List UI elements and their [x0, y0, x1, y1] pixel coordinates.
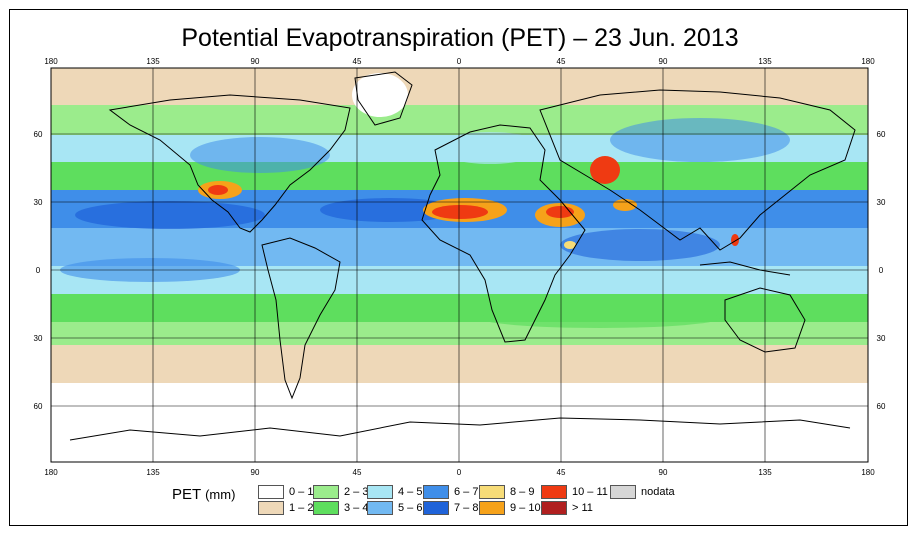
lon-tick-bottom: 135	[758, 468, 772, 477]
legend-label: nodata	[641, 486, 675, 498]
legend-title: PET (mm)	[172, 486, 235, 503]
legend-swatch	[541, 501, 567, 515]
legend-label: 8 – 9	[510, 486, 535, 498]
legend-label: 2 – 3	[344, 486, 369, 498]
lon-tick-bottom: 90	[251, 468, 260, 477]
coast-south-america	[261, 237, 341, 400]
coast-antarctica	[69, 417, 851, 441]
lat-tick-right: 30	[877, 334, 886, 343]
band-south-mid	[51, 322, 868, 347]
lat-tick-left: 0	[36, 266, 41, 275]
legend-swatch	[479, 501, 505, 515]
lon-tick-bottom: 90	[659, 468, 668, 477]
legend-swatch	[258, 501, 284, 515]
lon-tick-top: 45	[557, 57, 566, 66]
hotspot-india	[731, 234, 739, 246]
hotspot-horn	[564, 241, 576, 249]
lat-tick-left: 60	[34, 402, 43, 411]
patch-siberia	[610, 118, 790, 162]
lon-tick-bottom: 180	[861, 468, 875, 477]
legend-swatch	[423, 501, 449, 515]
lon-tick-top: 135	[758, 57, 772, 66]
legend-label: 4 – 5	[398, 486, 423, 498]
lon-tick-top: 135	[146, 57, 160, 66]
legend-label: 3 – 4	[344, 502, 369, 514]
lat-tick-left: 30	[34, 198, 43, 207]
patch-canada	[190, 137, 330, 173]
legend-swatch	[541, 485, 567, 499]
lat-tick-right: 60	[877, 130, 886, 139]
map-border	[50, 67, 869, 463]
lon-tick-bottom: 0	[457, 468, 462, 477]
lon-tick-top: 90	[251, 57, 260, 66]
patch-south-green	[480, 308, 720, 328]
legend-swatch	[367, 485, 393, 499]
lon-tick-top: 45	[353, 57, 362, 66]
coast-europe-africa	[421, 124, 586, 343]
hotspot-central-asia	[590, 156, 620, 184]
band-north-sub	[51, 162, 868, 192]
lat-tick-left: 30	[34, 334, 43, 343]
legend-swatch	[367, 501, 393, 515]
legend-swatch	[313, 485, 339, 499]
legend-label: 9 – 10	[510, 502, 541, 514]
coast-australia	[724, 287, 806, 353]
legend-variable: PET	[172, 486, 201, 503]
coast-greenland	[354, 71, 413, 126]
legend-swatch	[479, 485, 505, 499]
hotspot-sw-usa-core	[208, 185, 228, 195]
graticule	[51, 68, 868, 462]
lon-tick-top: 180	[861, 57, 875, 66]
lon-tick-top: 180	[44, 57, 58, 66]
lon-tick-bottom: 45	[353, 468, 362, 477]
legend-label: > 11	[572, 502, 593, 514]
band-south-sub	[51, 294, 868, 324]
lon-tick-top: 0	[457, 57, 462, 66]
patch-indian	[560, 229, 720, 261]
legend-label: 1 – 2	[289, 502, 314, 514]
legend-label: 6 – 7	[454, 486, 479, 498]
lon-tick-top: 90	[659, 57, 668, 66]
coast-indonesia	[699, 261, 791, 276]
band-antarctic	[51, 383, 868, 462]
legend-unit: (mm)	[205, 487, 236, 502]
lat-tick-right: 60	[877, 402, 886, 411]
lon-tick-bottom: 180	[44, 468, 58, 477]
lat-tick-left: 60	[34, 130, 43, 139]
legend-label: 7 – 8	[454, 502, 479, 514]
coast-north-america	[108, 94, 351, 233]
legend-swatch	[423, 485, 449, 499]
lat-tick-right: 0	[879, 266, 884, 275]
legend-swatch	[610, 485, 636, 499]
patch-greenland	[352, 73, 408, 117]
lat-tick-right: 30	[877, 198, 886, 207]
band-south-high	[51, 345, 868, 385]
coast-asia	[539, 89, 856, 251]
lon-tick-bottom: 45	[557, 468, 566, 477]
lon-tick-bottom: 135	[146, 468, 160, 477]
patch-europe	[435, 132, 545, 164]
map-title: Potential Evapotranspiration (PET) – 23 …	[181, 24, 739, 52]
patch-atlantic-n	[320, 198, 460, 222]
hotspot-sahara-core	[432, 205, 488, 219]
legend-swatch	[313, 501, 339, 515]
legend-swatch	[258, 485, 284, 499]
legend-label: 0 – 1	[289, 486, 314, 498]
legend-label: 5 – 6	[398, 502, 423, 514]
band-arctic	[51, 68, 868, 108]
legend-label: 10 – 11	[572, 486, 608, 498]
patch-pacific-n	[75, 201, 265, 229]
